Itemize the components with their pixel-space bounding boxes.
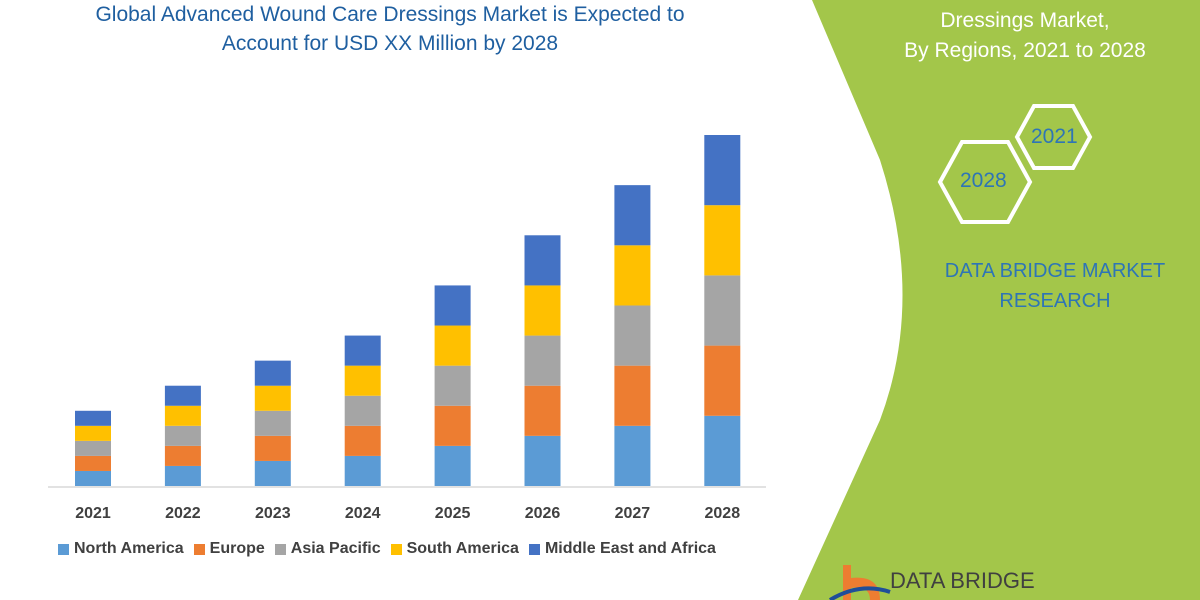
stacked-bar-chart: 2021 2022 2023 2024 2025 2026 2027 2028 bbox=[48, 135, 766, 522]
legend: North America Europe Asia Pacific South Ame… bbox=[58, 540, 716, 558]
bar-segment-2027-middle-east-and-africa bbox=[614, 185, 651, 246]
hex-label-2028: 2028 bbox=[960, 169, 1007, 192]
x-tick-label: 2027 bbox=[615, 505, 651, 522]
legend-swatch bbox=[193, 543, 205, 555]
chart-title: Global Advanced Wound Care Dressings Mar… bbox=[20, 0, 760, 58]
legend-swatch bbox=[274, 543, 286, 555]
bar-segment-2021-middle-east-and-africa bbox=[75, 410, 111, 426]
legend-label: North America bbox=[74, 540, 184, 557]
hexagon-2021 bbox=[1014, 104, 1093, 170]
bar-segment-2021-asia-pacific bbox=[75, 440, 111, 456]
bar-segment-2021-south-america bbox=[75, 425, 111, 441]
bar-segment-2024-south-america bbox=[344, 365, 381, 396]
bar-segment-2024-north-america bbox=[344, 455, 381, 486]
bar-segment-2021-europe bbox=[75, 455, 111, 471]
bar-segment-2025-asia-pacific bbox=[434, 365, 471, 406]
hexagon-2028 bbox=[937, 140, 1033, 224]
legend-item: Middle East and Africa bbox=[528, 540, 716, 558]
legend-label: South America bbox=[406, 540, 519, 557]
bar-segment-2027-europe bbox=[614, 365, 651, 426]
bar-segment-2022-north-america bbox=[164, 465, 201, 486]
bar-segment-2028-middle-east-and-africa bbox=[704, 135, 741, 206]
bar-segment-2023-north-america bbox=[254, 460, 291, 486]
bar-segment-2023-europe bbox=[254, 435, 291, 461]
legend-label: Europe bbox=[209, 540, 265, 557]
legend-label: Asia Pacific bbox=[290, 540, 381, 557]
bar-segment-2021-north-america bbox=[75, 470, 111, 486]
bar-segment-2028-europe bbox=[704, 345, 741, 416]
side-title-line-1: Dressings Market, bbox=[940, 9, 1110, 32]
x-tick-label: 2025 bbox=[435, 505, 471, 522]
bar-segment-2028-north-america bbox=[704, 415, 741, 486]
bar-segment-2026-asia-pacific bbox=[524, 335, 561, 386]
logo-icon bbox=[828, 565, 891, 600]
bar-segment-2022-middle-east-and-africa bbox=[164, 385, 201, 406]
bar-segment-2024-europe bbox=[344, 425, 381, 456]
brand-line-2: RESEARCH bbox=[999, 290, 1111, 312]
x-tick-label: 2028 bbox=[705, 505, 741, 522]
legend-item: Asia Pacific bbox=[274, 540, 381, 558]
x-tick-label: 2021 bbox=[75, 505, 111, 522]
logo-text: DATA BRIDGE bbox=[890, 568, 1035, 593]
bar-segment-2022-south-america bbox=[164, 405, 201, 426]
legend-item: South America bbox=[390, 540, 519, 558]
bar-segment-2025-europe bbox=[434, 405, 471, 446]
bar-segment-2025-middle-east-and-africa bbox=[434, 285, 471, 326]
bar-segment-2026-north-america bbox=[524, 435, 561, 486]
legend-swatch bbox=[528, 543, 540, 555]
bar-segment-2027-asia-pacific bbox=[614, 305, 651, 366]
legend-swatch bbox=[390, 543, 402, 555]
side-panel-title: Dressings Market, By Regions, 2021 to 20… bbox=[860, 6, 1190, 66]
legend-label: Middle East and Africa bbox=[544, 540, 716, 557]
bar-segment-2026-europe bbox=[524, 385, 561, 436]
brand-line-1: DATA BRIDGE MARKET bbox=[944, 260, 1166, 282]
bar-segment-2022-europe bbox=[164, 445, 201, 466]
bar-segment-2027-north-america bbox=[614, 425, 651, 486]
hex-label-2021: 2021 bbox=[1031, 125, 1078, 148]
x-tick-label: 2023 bbox=[255, 505, 291, 522]
bar-segment-2023-asia-pacific bbox=[254, 410, 291, 436]
bar-segment-2026-south-america bbox=[524, 285, 561, 336]
side-title-line-2: By Regions, 2021 to 2028 bbox=[904, 39, 1146, 62]
title-line-2: Account for USD XX Million by 2028 bbox=[221, 32, 559, 55]
legend-swatch bbox=[58, 543, 69, 555]
title-line-1: Global Advanced Wound Care Dressings Mar… bbox=[95, 3, 685, 26]
bar-segment-2023-south-america bbox=[254, 385, 291, 411]
bar-segment-2022-asia-pacific bbox=[164, 425, 201, 446]
legend-item: North America bbox=[58, 540, 184, 558]
bar-segment-2025-south-america bbox=[434, 325, 471, 366]
bar-segment-2027-south-america bbox=[614, 245, 651, 306]
bar-segment-2028-south-america bbox=[704, 205, 741, 276]
x-tick-label: 2022 bbox=[165, 505, 201, 522]
bar-segment-2026-middle-east-and-africa bbox=[524, 235, 561, 286]
x-tick-label: 2024 bbox=[345, 505, 381, 522]
bar-segment-2023-middle-east-and-africa bbox=[254, 360, 291, 386]
brand-name: DATA BRIDGE MARKET RESEARCH bbox=[915, 256, 1195, 316]
bar-segment-2024-asia-pacific bbox=[344, 395, 381, 426]
bar-segment-2025-north-america bbox=[434, 445, 471, 486]
bar-segment-2024-middle-east-and-africa bbox=[344, 335, 381, 366]
x-tick-label: 2026 bbox=[525, 505, 561, 522]
legend-item: Europe bbox=[193, 540, 265, 558]
bar-segment-2028-asia-pacific bbox=[704, 275, 741, 346]
